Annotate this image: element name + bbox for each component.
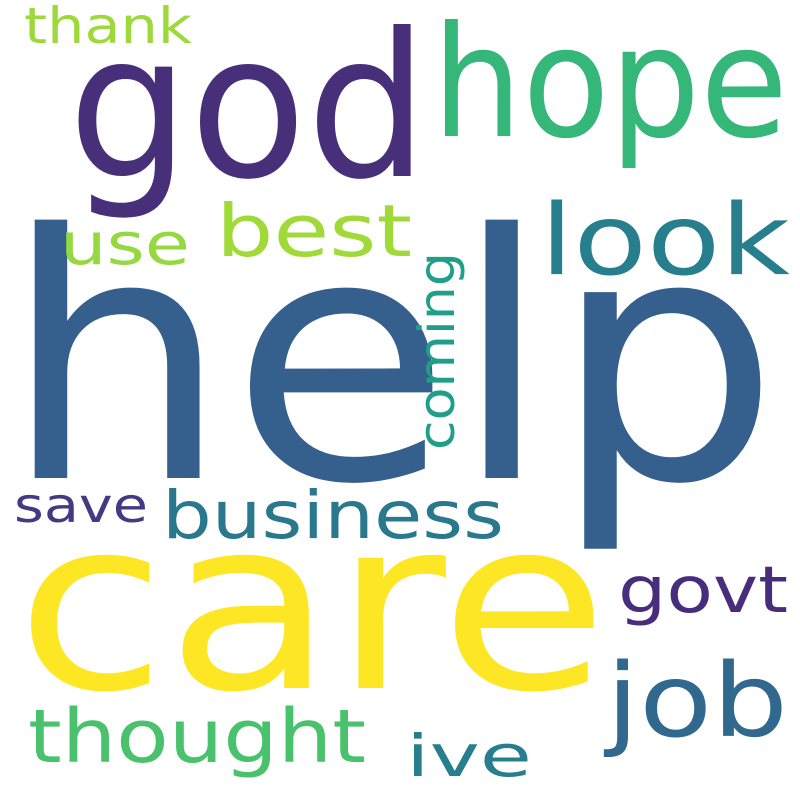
word-thought: thought [28, 694, 366, 780]
word-look: look [540, 184, 790, 298]
word-job: job [604, 642, 788, 761]
word-care: care [16, 468, 608, 745]
word-god: god [68, 0, 428, 224]
word-help: help [2, 163, 780, 559]
word-ive: ive [406, 722, 532, 790]
word-govt: govt [618, 554, 788, 628]
word-business: business [162, 477, 504, 554]
word-hope: hope [432, 0, 788, 173]
word-save: save [14, 478, 148, 534]
word-use: use [60, 210, 190, 278]
word-best: best [216, 189, 412, 273]
word-coming: coming [408, 252, 466, 450]
word-thank: thank [24, 0, 192, 55]
